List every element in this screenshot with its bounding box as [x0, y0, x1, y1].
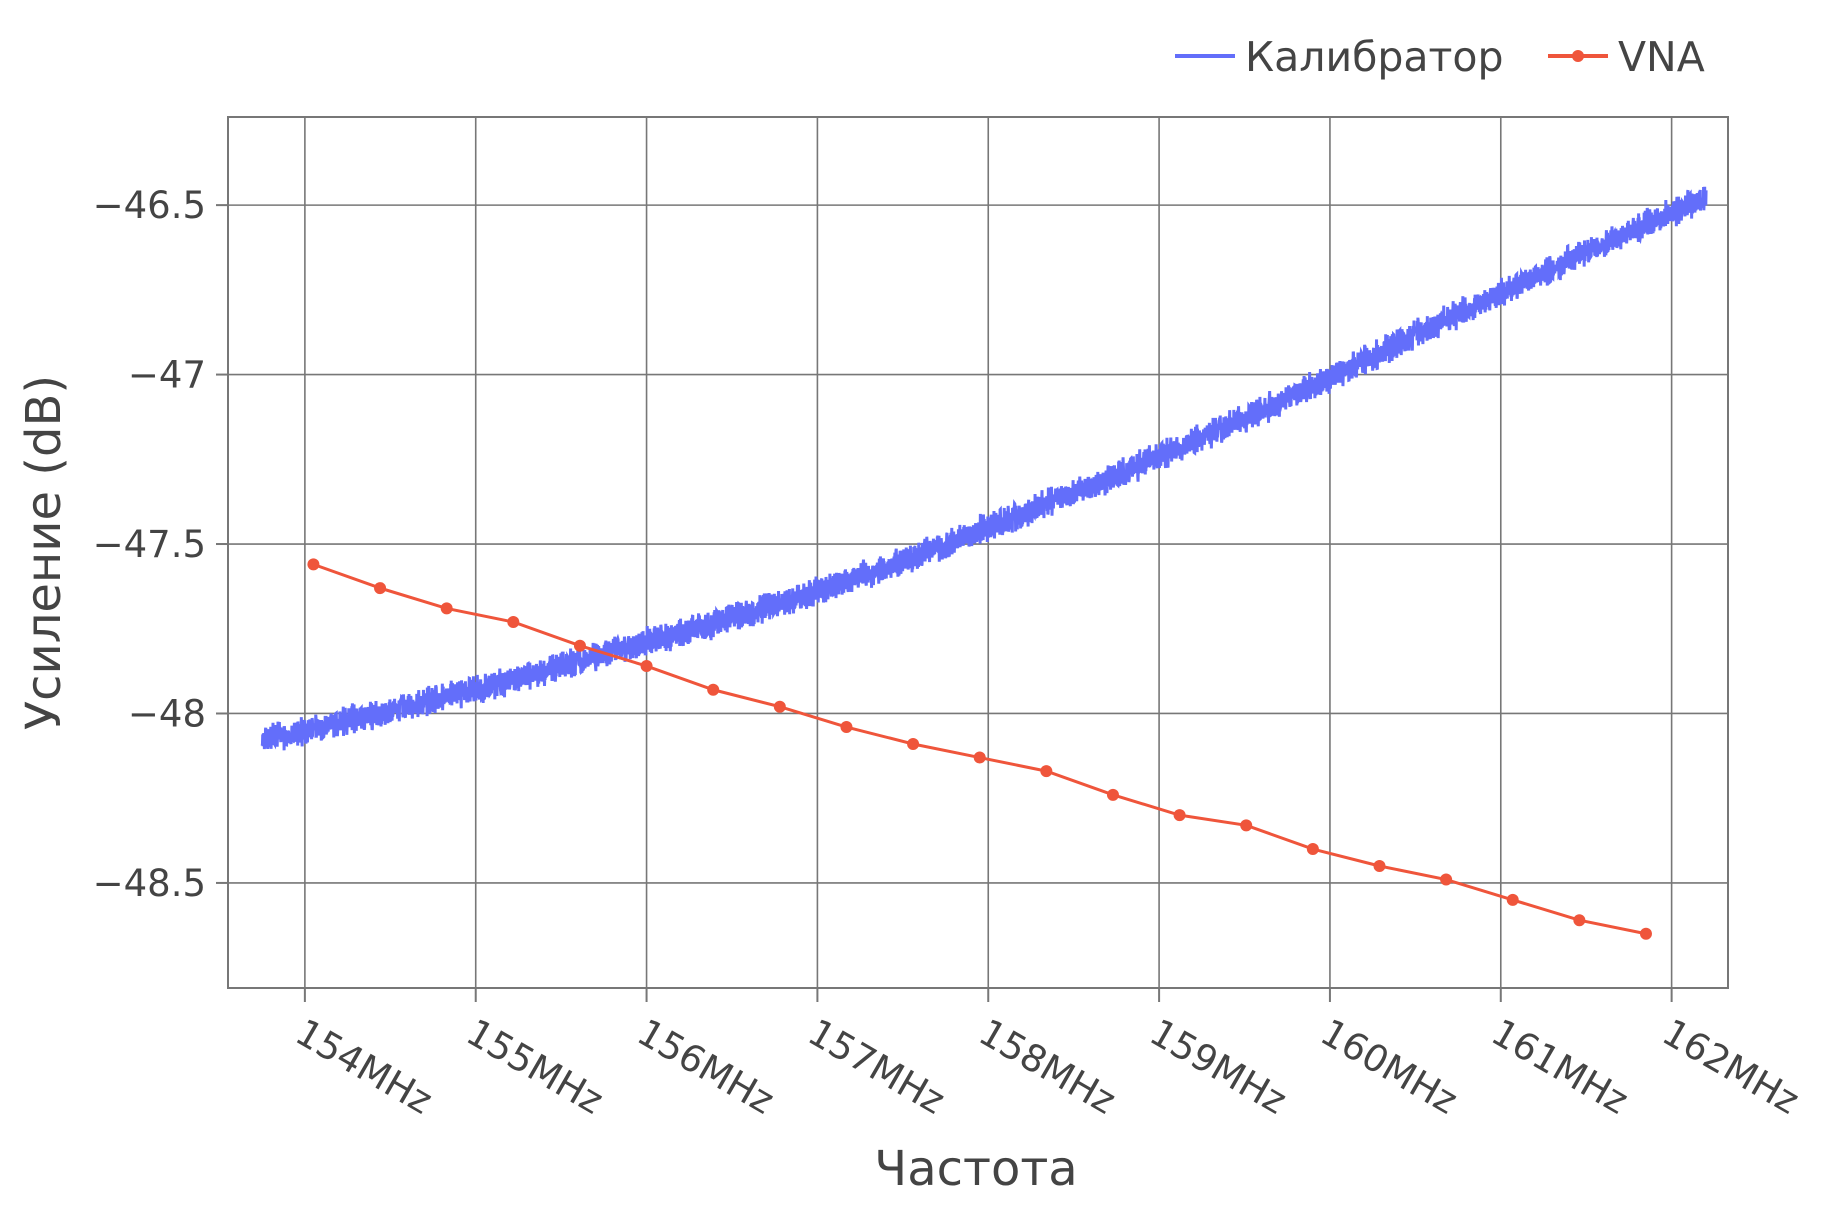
data-point-vna[interactable] [573, 639, 586, 652]
data-point-vna[interactable] [640, 660, 653, 673]
data-point-vna[interactable] [1240, 819, 1253, 832]
data-point-vna[interactable] [840, 721, 853, 734]
data-point-vna[interactable] [1040, 765, 1053, 778]
y-tick-label: −47.5 [93, 523, 206, 566]
grid [228, 117, 1728, 988]
data-point-vna[interactable] [907, 737, 920, 750]
y-tick-label: −48.5 [93, 862, 206, 905]
x-tick-label: 161MHz [1484, 1011, 1635, 1123]
x-tick-label: 158MHz [972, 1011, 1123, 1123]
x-tick-label: 154MHz [288, 1011, 439, 1123]
data-point-vna[interactable] [773, 700, 786, 713]
x-tick-label: 160MHz [1313, 1011, 1464, 1123]
y-axis-ticks: −48.5 −48 −47.5 −47 −46.5 [93, 184, 228, 905]
x-tick-label: 159MHz [1143, 1011, 1294, 1123]
legend-label-calibrator: Калибратор [1245, 33, 1504, 81]
data-point-vna[interactable] [440, 602, 453, 615]
series-line-calibrator [260, 186, 1708, 751]
y-tick-label: −48 [128, 692, 206, 735]
data-point-vna[interactable] [1173, 809, 1186, 822]
y-tick-label: −47 [128, 354, 206, 397]
y-tick-label: −46.5 [93, 184, 206, 227]
data-point-vna[interactable] [1106, 788, 1119, 801]
data-point-vna[interactable] [1306, 843, 1319, 856]
legend-marker-vna [1572, 50, 1584, 62]
data-point-vna[interactable] [973, 751, 986, 764]
data-point-vna[interactable] [1639, 927, 1652, 940]
x-tick-label: 155MHz [459, 1011, 610, 1123]
x-tick-label: 162MHz [1655, 1011, 1806, 1123]
data-point-vna[interactable] [707, 683, 720, 696]
data-point-vna[interactable] [1573, 914, 1586, 927]
plot-area-frame [227, 116, 1729, 989]
data-point-vna[interactable] [507, 615, 520, 628]
legend-label-vna: VNA [1618, 33, 1705, 81]
data-point-vna[interactable] [1373, 859, 1386, 872]
data-point-vna[interactable] [374, 582, 387, 595]
series-layer [260, 186, 1708, 940]
x-axis-title: Частота [874, 1141, 1077, 1197]
data-point-vna[interactable] [307, 558, 320, 571]
x-axis-ticks: 154MHz 155MHz 156MHz 157MHz 158MHz 159MHz 160M… [288, 988, 1806, 1123]
y-axis-title: Усиление (dB) [16, 375, 72, 730]
data-point-vna[interactable] [1440, 873, 1453, 886]
legend: Калибратор VNA [1175, 33, 1705, 81]
x-tick-label: 156MHz [630, 1011, 781, 1123]
legend-item-vna[interactable]: VNA [1548, 33, 1705, 81]
data-point-vna[interactable] [1506, 893, 1519, 906]
legend-item-calibrator[interactable]: Калибратор [1175, 33, 1504, 81]
x-tick-label: 157MHz [801, 1011, 952, 1123]
